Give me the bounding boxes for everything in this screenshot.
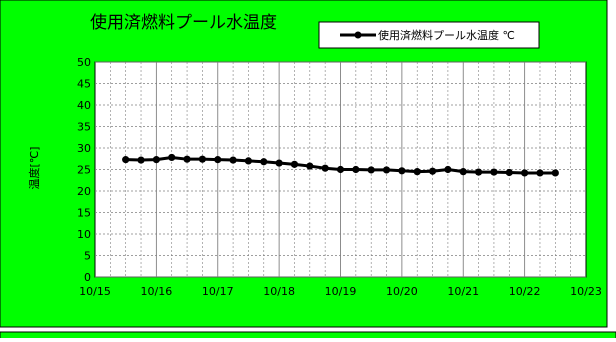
data-point	[490, 168, 498, 176]
data-point	[183, 155, 191, 163]
chart-title: 使用済燃料プール水温度	[90, 12, 277, 33]
y-axis: 0 5 10 15 20 25 30 35 40 45 50	[77, 56, 91, 284]
data-point	[474, 168, 483, 176]
data-point	[382, 166, 391, 174]
data-point	[444, 165, 452, 174]
data-point	[536, 169, 544, 177]
data-point	[168, 153, 176, 162]
y-tick-label: 20	[77, 185, 91, 198]
y-axis-label: 温度[℃]	[27, 147, 41, 190]
y-tick-label: 50	[77, 56, 91, 69]
x-tick-label: 10/21	[447, 285, 479, 298]
data-point	[137, 156, 145, 164]
series-line	[122, 153, 559, 177]
data-point	[122, 156, 130, 164]
y-tick-label: 45	[77, 78, 91, 91]
y-tick-label: 0	[84, 271, 91, 284]
data-point	[275, 159, 283, 167]
data-point	[152, 156, 160, 164]
legend-label: 使用済燃料プール水温度 ℃	[378, 28, 515, 42]
data-point	[214, 156, 222, 164]
data-point	[290, 160, 299, 168]
legend: 使用済燃料プール水温度 ℃	[318, 21, 540, 49]
x-tick-label: 10/18	[263, 285, 295, 298]
data-point	[229, 156, 237, 164]
data-point	[260, 158, 268, 166]
data-point	[551, 169, 559, 177]
x-tick-label: 10/19	[325, 285, 357, 298]
data-point	[398, 167, 406, 175]
data-point	[505, 168, 513, 177]
data-point	[352, 165, 360, 174]
y-tick-label: 35	[77, 121, 91, 134]
data-point	[244, 157, 253, 165]
x-tick-label: 10/20	[386, 285, 418, 298]
y-tick-label: 5	[84, 250, 91, 263]
x-tick-label: 10/22	[509, 285, 541, 298]
data-point	[428, 167, 437, 175]
x-tick-label: 10/23	[570, 285, 602, 298]
x-axis: 10/15 10/16 10/17 10/18 10/19 10/20 10/21 10/22…	[79, 285, 602, 298]
x-tick-label: 10/15	[79, 285, 111, 298]
data-point	[459, 168, 467, 176]
y-tick-label: 30	[77, 142, 91, 155]
x-tick-label: 10/16	[141, 285, 173, 298]
data-point	[336, 165, 345, 174]
y-tick-label: 40	[77, 99, 91, 112]
legend-swatch-marker	[354, 31, 362, 39]
data-point	[306, 162, 314, 170]
data-point	[521, 169, 529, 177]
y-tick-label: 25	[77, 164, 91, 177]
y-tick-label: 10	[77, 228, 91, 241]
data-point	[321, 164, 329, 172]
data-point	[413, 168, 421, 176]
x-tick-label: 10/17	[202, 285, 234, 298]
y-tick-label: 15	[77, 207, 91, 220]
data-point	[367, 166, 375, 174]
data-point	[198, 155, 207, 163]
next-chart-background	[0, 331, 616, 342]
